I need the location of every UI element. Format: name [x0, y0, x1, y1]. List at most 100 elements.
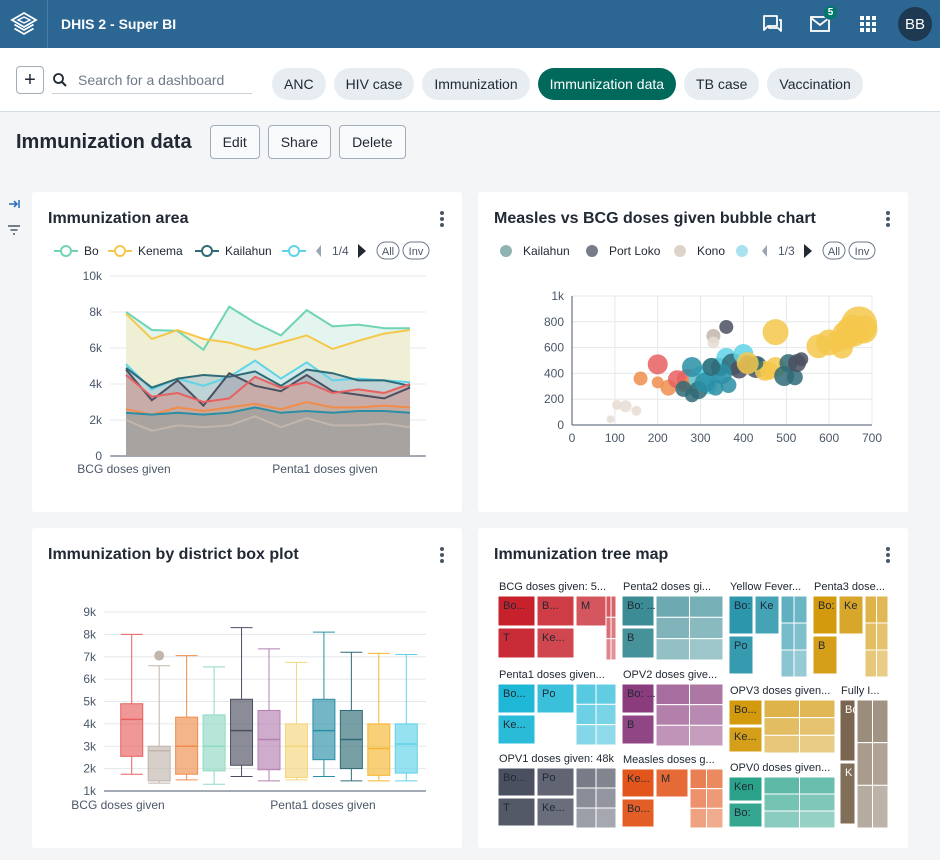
legend-all-button[interactable] [376, 241, 400, 260]
treemap-tile[interactable] [839, 699, 856, 762]
treemap-tile[interactable] [655, 724, 690, 747]
treemap-tile[interactable] [655, 768, 689, 798]
interpretations-icon[interactable] [748, 0, 796, 48]
treemap-tile[interactable] [655, 704, 690, 726]
box-outlier[interactable] [154, 650, 165, 661]
treemap-tile[interactable] [621, 768, 655, 798]
treemap-tile[interactable] [621, 595, 655, 627]
treemap-tile[interactable] [856, 742, 873, 786]
legend-prev-icon[interactable] [316, 245, 321, 257]
treemap-tile[interactable] [595, 703, 617, 726]
treemap-tile[interactable] [689, 768, 707, 790]
treemap-tile[interactable] [655, 638, 690, 661]
treemap-tile[interactable] [799, 793, 836, 812]
area-series-line-8[interactable] [125, 415, 411, 432]
treemap-tile[interactable] [575, 787, 597, 809]
legend-marker[interactable] [60, 245, 72, 257]
treemap-tile[interactable] [812, 635, 838, 675]
treemap-tile[interactable] [497, 797, 536, 827]
treemap-tile[interactable] [793, 622, 808, 651]
treemap-tile[interactable] [536, 683, 575, 714]
box-body[interactable] [284, 723, 308, 779]
treemap-tile[interactable] [595, 683, 617, 705]
treemap-tile[interactable] [856, 784, 873, 829]
treemap-tile[interactable] [575, 767, 597, 789]
treemap-tile[interactable] [689, 788, 707, 809]
treemap-tile[interactable] [838, 595, 864, 635]
treemap-tile[interactable] [605, 616, 612, 640]
legend-next-icon[interactable] [804, 244, 812, 258]
treemap-tile[interactable] [689, 683, 724, 706]
edit-button[interactable]: Edit [209, 125, 260, 159]
treemap-tile[interactable] [728, 802, 763, 828]
treemap-tile[interactable] [793, 595, 808, 624]
treemap-tile[interactable] [595, 724, 617, 746]
legend-label[interactable]: Kailahun [523, 244, 570, 258]
treemap-tile[interactable] [763, 699, 800, 719]
bubble-point[interactable] [707, 336, 720, 349]
area-series-line-4[interactable] [125, 368, 411, 408]
dashboard-chip-vaccination[interactable]: Vaccination [767, 68, 863, 100]
dashboard-chip-tb-case[interactable]: TB case [684, 68, 760, 100]
treemap-tile[interactable] [793, 649, 808, 678]
area-series-line-7[interactable] [125, 406, 411, 416]
legend-inv-button[interactable] [402, 241, 430, 260]
legend-marker[interactable] [288, 245, 300, 257]
treemap-tile[interactable] [536, 767, 575, 797]
treemap-tile[interactable] [728, 776, 763, 802]
legend-label[interactable]: Port Loko [609, 244, 661, 258]
area-series-line-6[interactable] [125, 400, 411, 416]
bubble-point[interactable] [736, 352, 759, 375]
treemap-tile[interactable] [610, 595, 617, 618]
box-body[interactable] [312, 698, 336, 761]
bubble-point[interactable] [647, 354, 668, 375]
treemap-tile[interactable] [575, 703, 597, 726]
treemap-tile[interactable] [872, 784, 889, 829]
legend-marker[interactable] [114, 245, 126, 257]
dashboard-chip-anc[interactable]: ANC [272, 68, 326, 100]
legend-prev-icon[interactable] [762, 245, 767, 257]
treemap-tile[interactable] [876, 622, 889, 651]
more-options-icon[interactable] [440, 547, 444, 565]
treemap-tile[interactable] [689, 807, 707, 829]
bubble-point[interactable] [719, 319, 734, 334]
legend-marker[interactable] [736, 245, 748, 257]
treemap-tile[interactable] [763, 734, 800, 754]
search-input[interactable] [78, 71, 248, 88]
treemap-tile[interactable] [780, 649, 795, 678]
treemap-tile[interactable] [799, 699, 836, 719]
treemap-tile[interactable] [728, 595, 754, 635]
bubble-point[interactable] [849, 315, 878, 344]
treemap-tile[interactable] [621, 683, 655, 714]
treemap-tile[interactable] [763, 810, 800, 829]
treemap-tile[interactable] [706, 788, 724, 809]
collapse-panel-icon[interactable] [6, 196, 22, 212]
delete-button[interactable]: Delete [339, 125, 406, 159]
treemap-tile[interactable] [754, 595, 780, 635]
box-body[interactable] [367, 723, 391, 776]
treemap-tile[interactable] [605, 638, 612, 661]
bubble-point[interactable] [651, 376, 664, 389]
treemap-tile[interactable] [780, 622, 795, 651]
treemap-tile[interactable] [799, 810, 836, 829]
treemap-tile[interactable] [839, 762, 856, 825]
treemap-tile[interactable] [575, 724, 597, 746]
bubble-point[interactable] [631, 405, 642, 416]
box-body[interactable] [230, 698, 254, 766]
treemap-tile[interactable] [876, 649, 889, 678]
treemap-tile[interactable] [763, 717, 800, 736]
treemap-tile[interactable] [728, 699, 763, 726]
treemap-tile[interactable] [763, 776, 800, 795]
treemap-tile[interactable] [856, 699, 873, 744]
legend-marker[interactable] [500, 245, 512, 257]
bubble-point[interactable] [633, 371, 648, 386]
treemap-tile[interactable] [536, 595, 575, 627]
more-options-icon[interactable] [886, 211, 890, 229]
box-body[interactable] [394, 723, 418, 774]
treemap-tile[interactable] [799, 776, 836, 795]
treemap-tile[interactable] [497, 627, 536, 659]
treemap-tile[interactable] [706, 768, 724, 790]
treemap-tile[interactable] [689, 704, 724, 726]
bubble-point[interactable] [720, 377, 737, 394]
box-body[interactable] [202, 714, 226, 772]
